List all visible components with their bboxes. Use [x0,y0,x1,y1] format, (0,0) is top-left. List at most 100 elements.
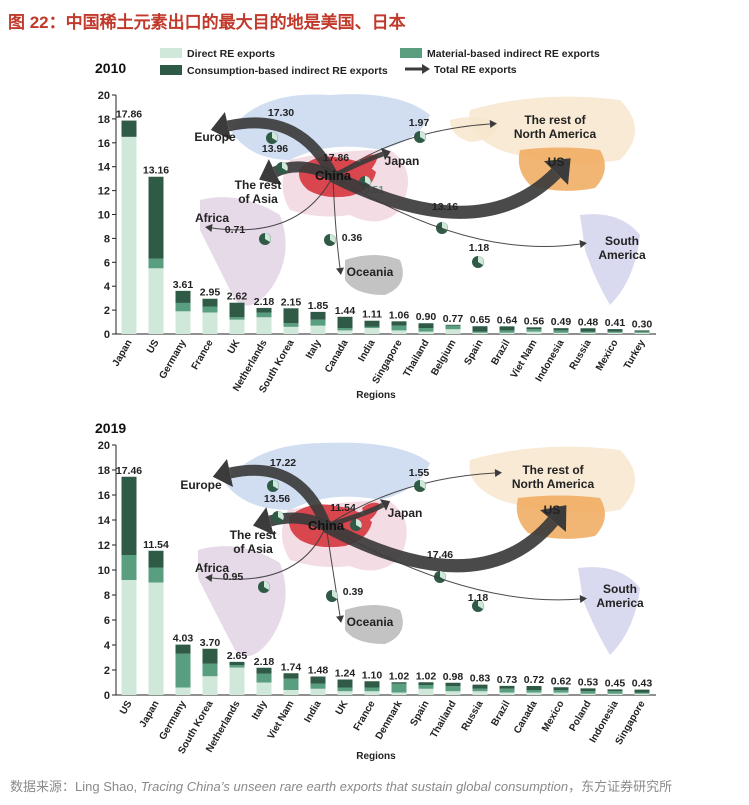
x-tick-label: Canada [323,338,351,375]
x-tick-label: France [352,699,378,733]
bar-consumption [553,328,569,331]
flow-arrow-head [380,147,391,161]
bar-direct [607,332,623,334]
bar-direct [148,268,164,334]
source-note: 数据来源：Ling Shao, Tracing China’s unseen r… [10,776,672,795]
bar-direct [418,331,434,334]
x-tick-label: Canada [512,699,540,736]
y-tick-label: 16 [98,490,110,502]
region-label: The rest of Asia [230,528,277,556]
bar-total-label: 0.43 [632,678,653,690]
bar-total-label: 0.62 [551,675,572,687]
bar-consumption [256,667,272,674]
bar-material [499,330,515,333]
bar-material [148,567,164,583]
bar-total-label: 1.10 [362,669,383,681]
bar-direct [553,332,569,334]
bar-direct [175,311,191,334]
bar-material [175,302,191,312]
source-title: Tracing China’s unseen rare earth export… [140,779,569,794]
bar-total-label: 1.44 [335,305,356,317]
bar-material [418,685,434,689]
figure-title: 图 22：中国稀土元素出口的最大目的地是美国、日本 [8,13,406,32]
region-label: The rest of North America [512,463,595,491]
bar-consumption [364,681,380,688]
bar-consumption [391,321,407,326]
bar-total-label: 0.45 [605,677,626,689]
x-tick-label: Brazil [489,338,512,367]
land-africa [198,546,286,657]
bar-consumption [202,298,218,307]
region-label: South America [596,582,644,610]
bar-total-label: 2.95 [200,287,221,299]
bar-consumption [499,685,515,689]
bar-direct [607,693,623,695]
x-tick-label: US [145,338,162,356]
flow-value: 17.86 [323,152,349,164]
bar-total-label: 2.15 [281,296,302,308]
flow-value: 17.22 [270,457,296,469]
flow-pie-slice [332,590,338,599]
flow-value: 13.96 [262,143,288,155]
bar-direct [364,328,380,334]
bar-direct [391,330,407,334]
land-oceania [345,605,403,644]
bar-consumption [283,673,299,679]
bar-total-label: 0.73 [497,674,518,686]
flows-2019: 17.22 Europe 13.56 The rest of Asia 11.54 Japa… [180,457,644,629]
bar-material [337,328,353,331]
year-label: 2019 [95,420,126,436]
region-label: US [548,155,565,169]
flow-value: 13.16 [432,201,458,213]
flow-arrow-head [494,469,502,477]
bar-consumption [283,308,299,324]
y-tick-label: 4 [104,640,111,652]
legend-material-label: Material-based indirect RE exports [427,48,600,60]
year-label: 2010 [95,60,126,76]
land-europe [225,442,430,510]
x-tick-label: Turkey [622,338,648,372]
bar-total-label: 1.48 [308,665,329,677]
x-tick-label: Spain [408,699,431,728]
legend-material-swatch [400,48,422,58]
bar-consumption [445,682,461,687]
flow-arrow-head [579,595,587,603]
bar-direct [472,332,488,334]
x-tick-label: UK [334,698,351,717]
bar-direct [229,667,245,695]
bar-consumption [364,320,380,327]
bar-consumption [526,686,542,690]
flow-arrow-head [205,224,213,232]
bar-material [121,555,137,580]
legend: Direct RE exports Material-based indirect… [160,48,600,77]
x-tick-label: Viet Nam [509,338,540,380]
flow-pie-slice [265,233,271,242]
bar-material [472,331,488,333]
flow-pie-slice [478,256,484,265]
bar-material [607,331,623,333]
x-tick-label: India [356,338,377,364]
bar-total-label: 2.18 [254,656,275,668]
bar-material [472,688,488,692]
x-tick-label: Poland [567,699,593,733]
y-tick-label: 12 [98,186,110,198]
bar-direct [634,693,650,695]
flow-arrow-head [210,112,232,140]
y-tick-label: 18 [98,114,110,126]
x-tick-label: Denmark [374,699,405,742]
legend-consumption-swatch [160,65,182,75]
bar-total-label: 0.90 [416,311,437,323]
bar-consumption [553,687,569,690]
flow-value: 1.18 [469,242,490,254]
bar-total-label: 0.49 [551,316,572,328]
bar-material [526,690,542,693]
y-tick-label: 8 [104,233,110,245]
bar-direct [553,692,569,695]
flow-pie-slice [420,131,426,140]
bar-direct [472,691,488,695]
bar-direct [634,332,650,334]
flow-value: 13.56 [264,493,290,505]
flow-pie-slice [264,581,270,590]
bar-total-label: 2.65 [227,650,248,662]
bar-material [256,673,272,683]
